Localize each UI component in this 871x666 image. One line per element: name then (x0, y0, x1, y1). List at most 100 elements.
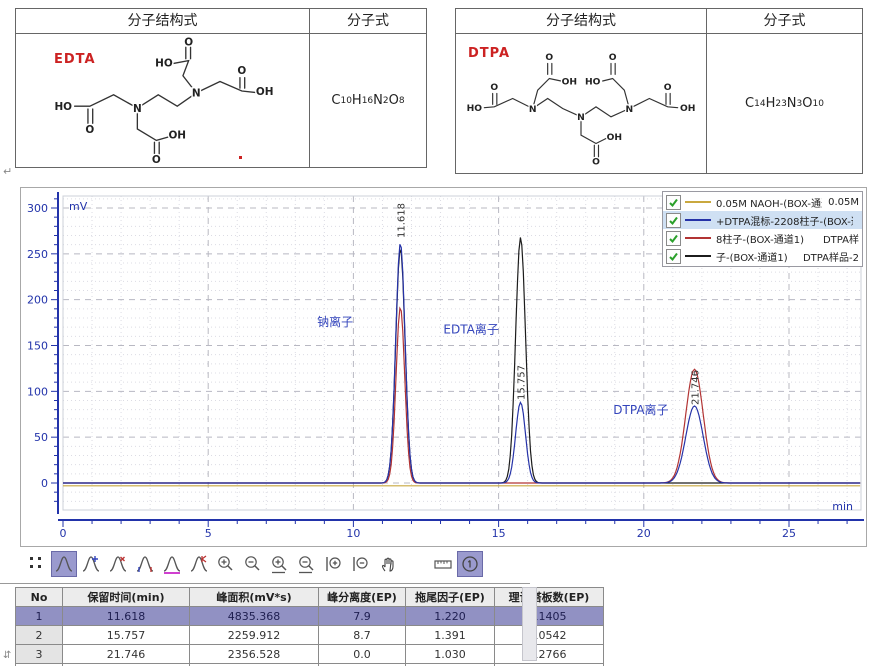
toolbar-zoom-in-button[interactable] (213, 551, 239, 577)
zoom-out-underline-icon (299, 556, 314, 574)
results-cell: 11.618 (62, 606, 190, 626)
toolbar-peak-add-button[interactable] (78, 551, 104, 577)
table-row[interactable]: 3 21.746 2356.528 0.0 1.030 12766 (15, 644, 604, 664)
svg-text:OH: OH (680, 103, 695, 114)
results-cell: 1 (15, 606, 63, 626)
chromatogram-svg[interactable]: 0 50 100 150 200 250 300 0 5 10 15 20 25 mV min 11.618 1… (21, 188, 866, 545)
legend-checkbox[interactable] (666, 248, 681, 264)
svg-text:300: 300 (27, 202, 48, 215)
toolbar-circle-1-button[interactable] (457, 551, 483, 577)
svg-text:DTPA离子: DTPA离子 (613, 402, 668, 417)
structure-column-header: 分子结构式 (456, 9, 707, 33)
legend-row[interactable]: 0.05M NAOH-(BOX-通道1) 0.05M (663, 193, 862, 211)
peak-results-table-wrap: No 保留时间(min) 峰面积(mV*s) 峰分离度(EP) 拖尾因子(EP) 理论塔板… (15, 587, 604, 666)
results-cell: 11405 (494, 606, 604, 626)
toolbar-hand-button[interactable] (375, 551, 401, 577)
results-cell: 10542 (494, 625, 604, 645)
toolbar-zoom-out-underline-button[interactable] (294, 551, 320, 577)
svg-text:O: O (545, 52, 553, 63)
zoom-out-icon (245, 556, 260, 571)
legend-series-label: 0.05M NAOH-(BOX-通道1) (716, 198, 822, 210)
svg-text:OH: OH (256, 86, 274, 98)
results-cell: 0.0 (318, 644, 406, 664)
toolbar-zoom-out-bar-button[interactable] (348, 551, 374, 577)
legend-row[interactable]: 子-(BOX-通道1) DTPA样品-2 (663, 247, 862, 265)
svg-text:HO: HO (585, 76, 601, 87)
results-cell: 4835.368 (189, 606, 319, 626)
edta-compound-table: 分子结构式 分子式 EDTA N N O HO O OH HO O OH O C 10 H 16 N 2 O 8 (15, 8, 427, 168)
results-col-header: 拖尾因子(EP) (405, 587, 495, 607)
formula-column-header: 分子式 (763, 13, 806, 29)
svg-text:min: min (832, 500, 853, 513)
toolbar-zoom-out-button[interactable] (240, 551, 266, 577)
legend-checkbox[interactable] (666, 212, 681, 228)
results-table-head: No 保留时间(min) 峰面积(mV*s) 峰分离度(EP) 拖尾因子(EP) 理论塔板… (15, 587, 604, 607)
chromatogram-panel: 0 50 100 150 200 250 300 0 5 10 15 20 25 mV min 11.618 1… (20, 187, 867, 547)
svg-text:mV: mV (69, 200, 88, 213)
svg-text:50: 50 (34, 431, 48, 444)
toolbar-peak-baseline-button[interactable] (159, 551, 185, 577)
legend-line-sample (685, 255, 711, 257)
toolbar-ruler-button[interactable] (430, 551, 456, 577)
results-col-header: 保留时间(min) (62, 587, 190, 607)
toolbar-peak-split-button[interactable] (132, 551, 158, 577)
svg-text:15.757: 15.757 (517, 365, 528, 400)
svg-text:150: 150 (27, 339, 48, 352)
peak-results-table: No 保留时间(min) 峰面积(mV*s) 峰分离度(EP) 拖尾因子(EP) 理论塔板… (15, 587, 604, 666)
toolbar-peak-k-button[interactable] (186, 551, 212, 577)
svg-text:0: 0 (41, 477, 48, 490)
svg-text:OH: OH (607, 132, 622, 143)
red-dot (239, 156, 242, 159)
check-icon (669, 234, 678, 243)
peak-delete-icon (109, 556, 127, 572)
toolbar-zoom-in-bar-button[interactable] (321, 551, 347, 577)
ruler-icon (434, 560, 452, 569)
zoom-in-icon (218, 556, 233, 571)
results-cell: 2 (15, 625, 63, 645)
results-cell: 2259.912 (189, 625, 319, 645)
circle-1-icon (462, 556, 478, 572)
toolbar-zoom-in-underline-button[interactable] (267, 551, 293, 577)
results-cell: 1.391 (405, 625, 495, 645)
table-row[interactable]: 1 11.618 4835.368 7.9 1.220 11405 (15, 606, 604, 626)
check-icon (669, 216, 678, 225)
svg-text:5: 5 (205, 527, 212, 540)
svg-text:EDTA离子: EDTA离子 (443, 322, 498, 337)
toolbar-peak-pick-button[interactable] (51, 551, 77, 577)
table-scrollbar[interactable] (522, 587, 537, 661)
scroll-mark: ⇵ (3, 650, 12, 661)
svg-text:200: 200 (27, 294, 48, 307)
svg-text:N: N (529, 104, 537, 115)
check-icon (669, 252, 678, 261)
chart-legend: 0.05M NAOH-(BOX-通道1) 0.05M +DTPA混标-2208柱… (662, 191, 863, 267)
svg-text:钠离子: 钠离子 (317, 314, 353, 329)
svg-text:N: N (133, 103, 142, 115)
dtpa-label: DTPA (468, 46, 511, 61)
results-col-header: 峰面积(mV*s) (189, 587, 319, 607)
svg-text:N: N (192, 88, 201, 100)
legend-checkbox[interactable] (666, 230, 681, 246)
table-row[interactable]: 2 15.757 2259.912 8.7 1.391 10542 (15, 625, 604, 645)
svg-text:100: 100 (27, 385, 48, 398)
zoom-in-underline-icon (272, 556, 287, 574)
svg-text:HO: HO (54, 101, 72, 113)
results-table-body: 1 11.618 4835.368 7.9 1.220 11405 2 15.757 2259.… (15, 606, 604, 666)
legend-series-label: 子-(BOX-通道1) (716, 252, 788, 264)
toolbar-peak-delete-button[interactable] (105, 551, 131, 577)
toolbar-full-view-button[interactable] (24, 551, 50, 577)
results-cell: 12766 (494, 644, 604, 664)
svg-text:OH: OH (562, 76, 577, 87)
peak-pick-icon (55, 556, 73, 572)
table-stub-row (15, 663, 604, 666)
svg-text:O: O (490, 82, 498, 93)
legend-row[interactable]: 8柱子-(BOX-通道1) DTPA样 (663, 229, 862, 247)
svg-text:21.746: 21.746 (691, 370, 702, 405)
results-col-header: No (15, 587, 63, 607)
svg-text:N: N (577, 112, 585, 123)
legend-row[interactable]: +DTPA混标-2208柱子-(BOX-通道1) (663, 211, 862, 229)
svg-text:O: O (85, 124, 94, 136)
svg-text:11.618: 11.618 (396, 203, 407, 238)
legend-checkbox[interactable] (666, 194, 681, 210)
legend-series-label-right: 0.05M (828, 196, 859, 208)
